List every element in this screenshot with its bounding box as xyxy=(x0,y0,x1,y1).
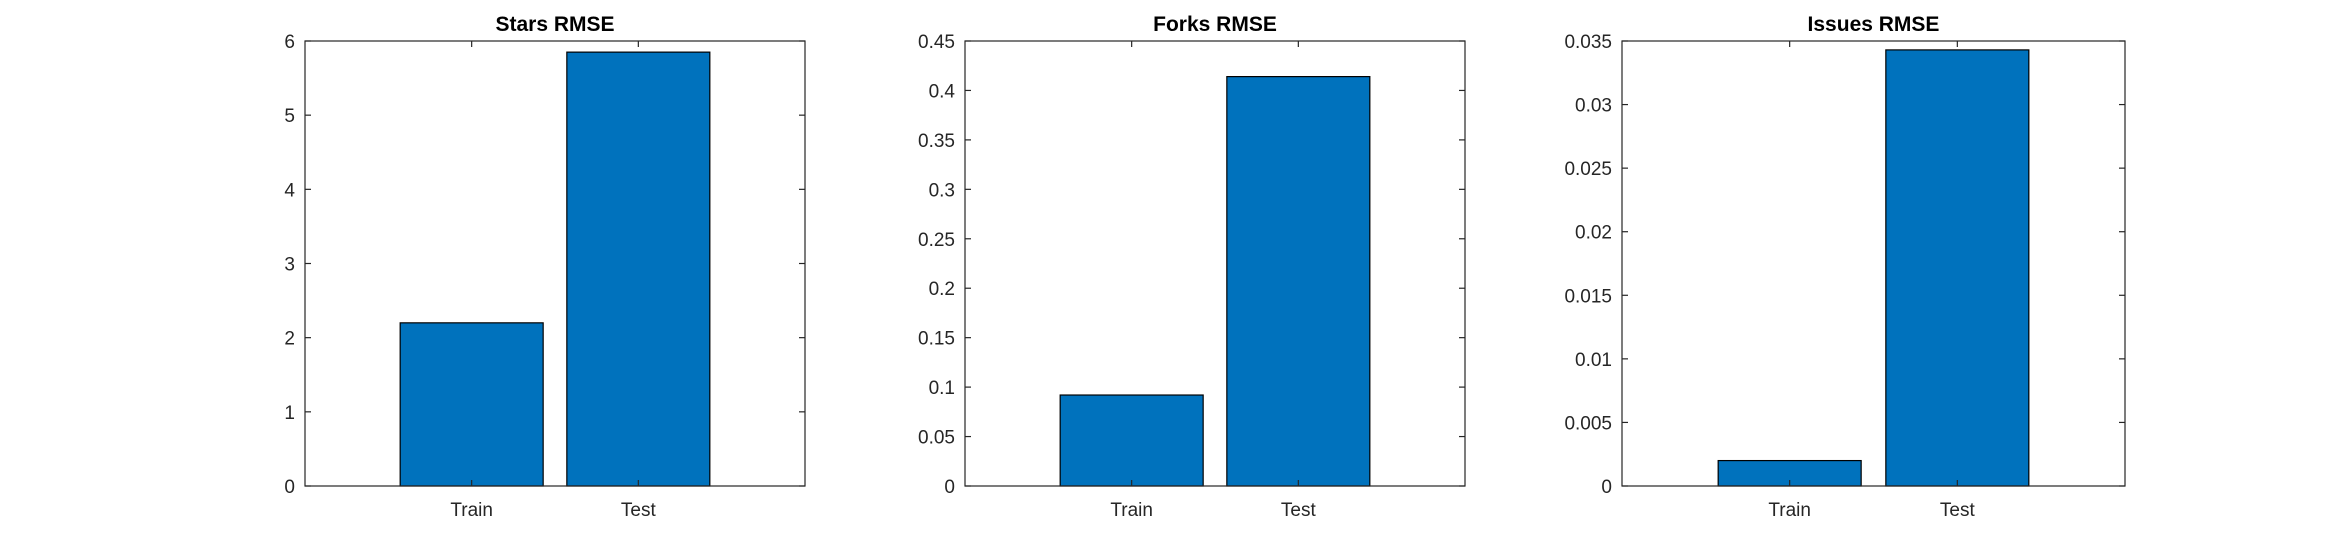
bar-test xyxy=(1226,75,1371,487)
y-tick-label: 3 xyxy=(284,255,295,276)
chart-title: Forks RMSE xyxy=(1153,13,1277,36)
y-tick-label: 0.3 xyxy=(929,180,955,201)
chart-title: Stars RMSE xyxy=(495,13,614,36)
y-tick-label: 0 xyxy=(284,477,295,498)
bar-train xyxy=(399,322,544,487)
chart-title: Issues RMSE xyxy=(1808,13,1940,36)
bar-group xyxy=(399,51,711,487)
x-tick-label: Train xyxy=(1110,500,1153,521)
y-tick-label: 0.35 xyxy=(918,131,955,152)
y-tick-label: 0.03 xyxy=(1575,96,1612,117)
subplot-issues: Issues RMSE 0 0.005 0.01 0.015 0.02 0.025 0.03… xyxy=(1564,13,2126,521)
x-tick-label: Test xyxy=(621,500,657,521)
y-tick-label: 0.25 xyxy=(918,230,955,251)
y-tick-label: 0.05 xyxy=(918,428,955,449)
y-tick-label: 4 xyxy=(284,180,295,201)
y-tick-label: 0.035 xyxy=(1564,32,1612,53)
y-tick-label: 2 xyxy=(284,329,295,350)
axes-box xyxy=(1621,40,2126,487)
axes-box xyxy=(964,40,1466,487)
y-tick-label: 0.015 xyxy=(1564,286,1612,307)
subplot-stars: Stars RMSE 0 1 2 3 4 5 6 Train Test xyxy=(284,13,806,521)
y-tick-label: 0.45 xyxy=(918,32,955,53)
x-tick-label: Test xyxy=(1281,500,1317,521)
axes: 0 0.05 0.1 0.15 0.2 0.25 0.3 0.35 0.4 0.45 Train Te… xyxy=(918,32,1466,521)
axes: 0 1 2 3 4 5 6 Train Test xyxy=(284,32,806,521)
x-tick-label: Train xyxy=(1768,500,1811,521)
y-tick-label: 0.025 xyxy=(1564,159,1612,180)
subplot-forks: Forks RMSE 0 0.05 0.1 0.15 0.2 0.25 0.3 0.35 0.4… xyxy=(918,13,1466,521)
y-tick-label: 0.2 xyxy=(929,279,955,300)
axes: 0 0.005 0.01 0.015 0.02 0.025 0.03 0.035 Train Te… xyxy=(1564,32,2126,521)
y-tick-label: 0.01 xyxy=(1575,350,1612,371)
bar-train xyxy=(1059,394,1204,487)
y-tick-label: 0.005 xyxy=(1564,413,1612,434)
bar-group xyxy=(1059,75,1371,487)
y-tick-label: 0.1 xyxy=(929,378,955,399)
y-tick-label: 0.02 xyxy=(1575,223,1612,244)
x-tick-label: Test xyxy=(1940,500,1976,521)
bar-test xyxy=(1885,49,2030,487)
y-tick-label: 0.4 xyxy=(929,81,956,102)
bar-test xyxy=(566,51,711,487)
y-tick-label: 0.15 xyxy=(918,329,955,350)
y-tick-label: 5 xyxy=(284,106,295,127)
y-tick-label: 0 xyxy=(944,477,955,498)
bar-group xyxy=(1717,49,2030,487)
y-tick-label: 1 xyxy=(284,403,295,424)
y-tick-label: 0 xyxy=(1601,477,1612,498)
y-tick-label: 6 xyxy=(284,32,295,53)
x-tick-label: Train xyxy=(450,500,493,521)
